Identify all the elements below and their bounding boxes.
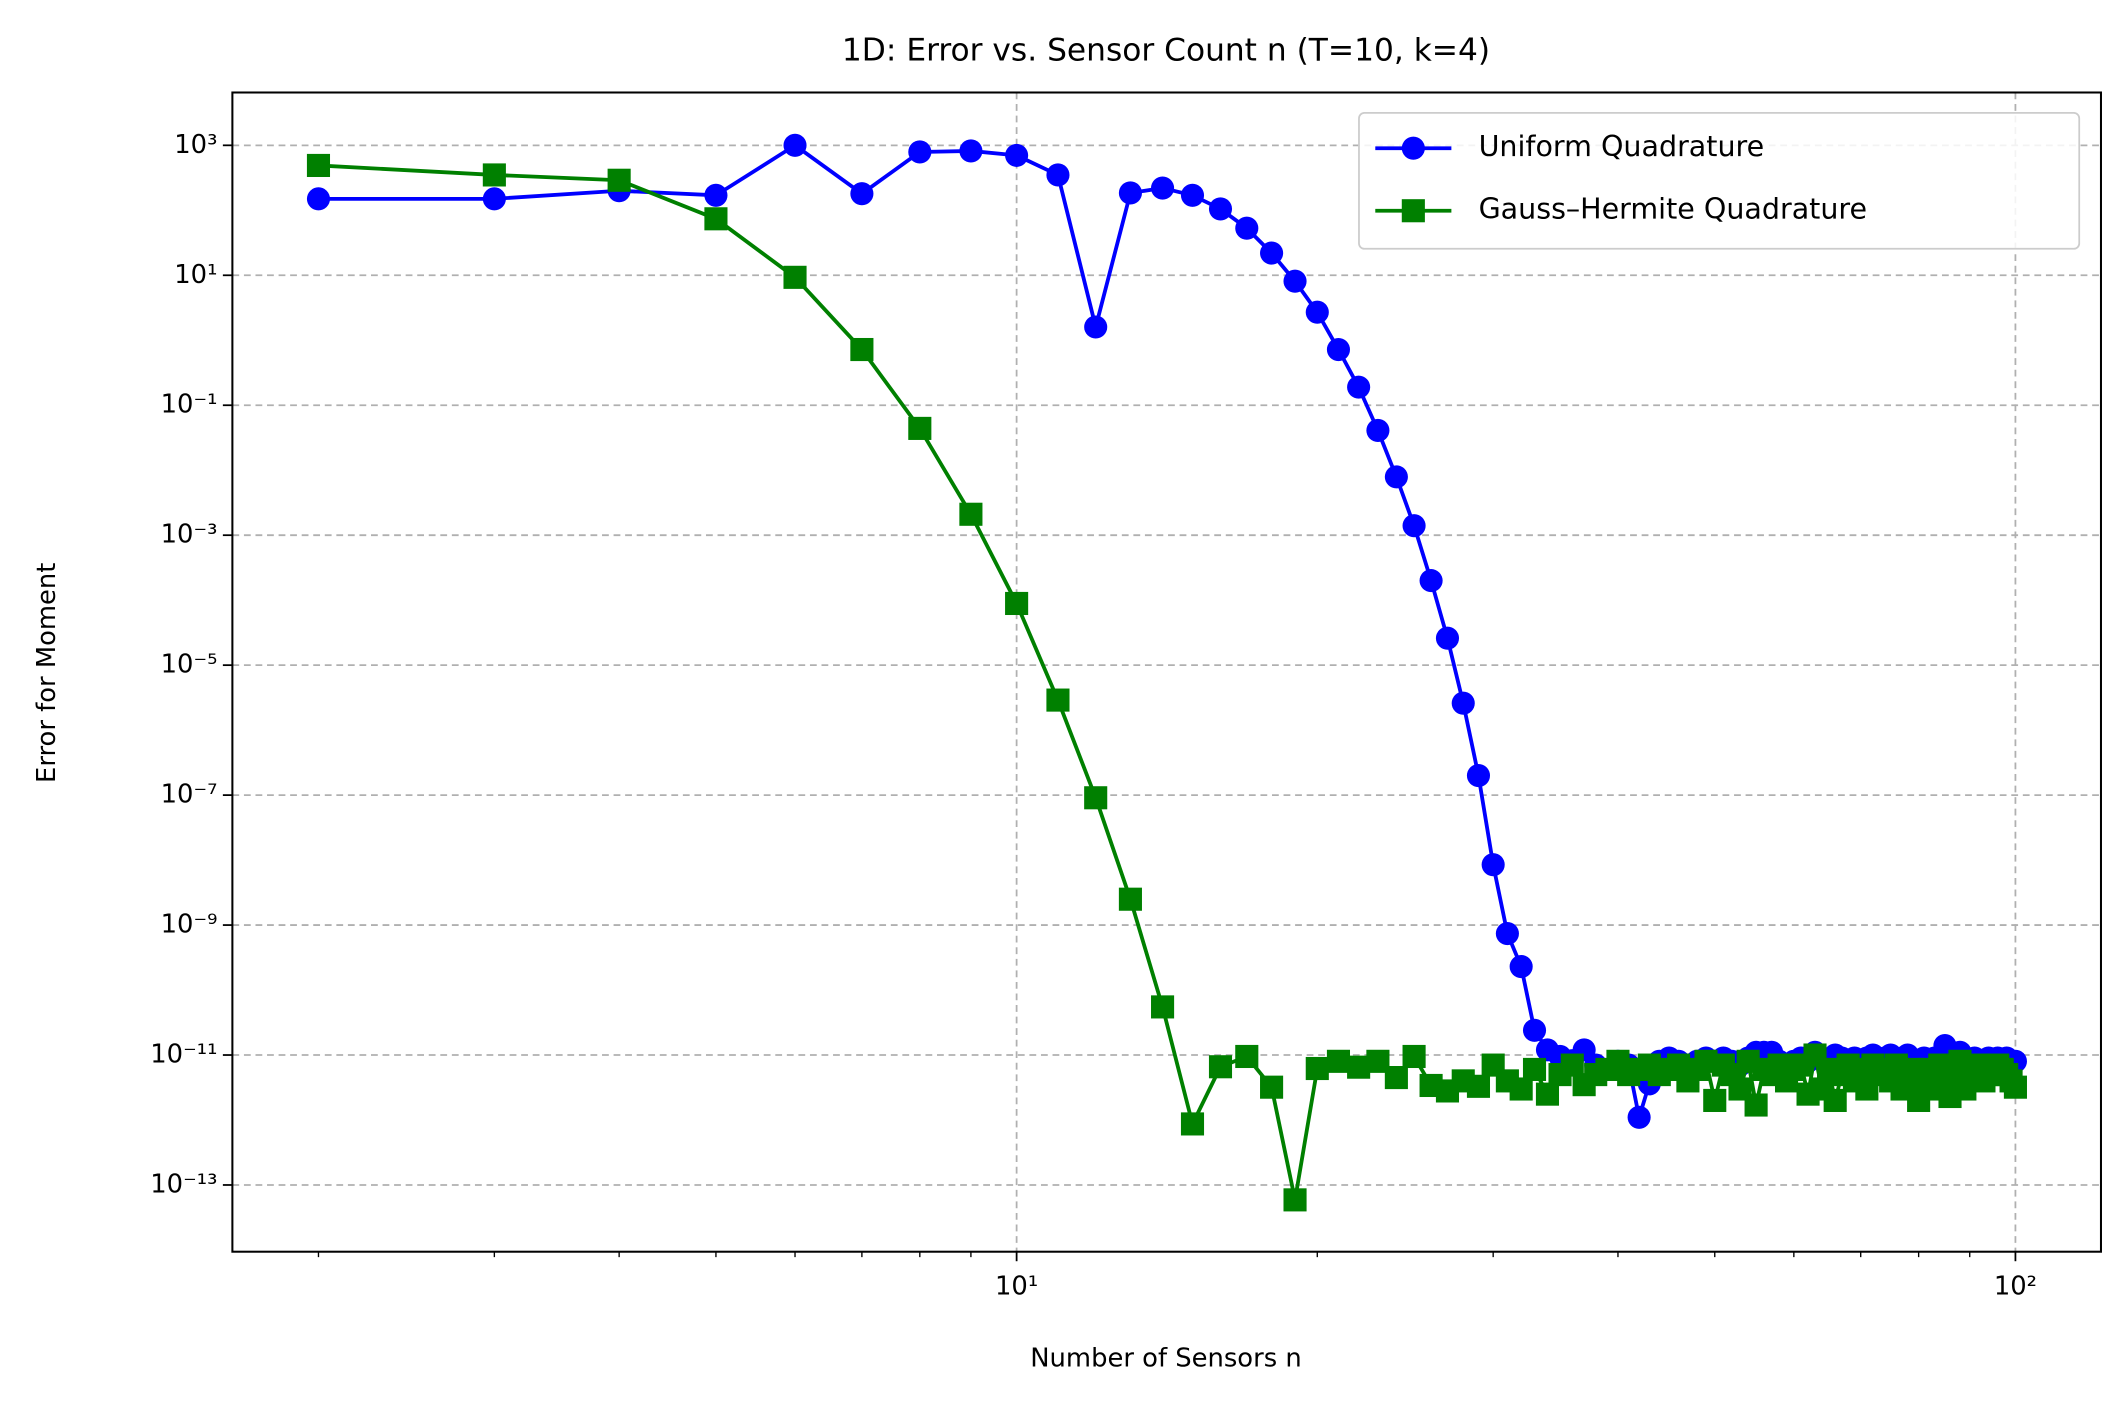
data-point (1260, 1075, 1284, 1099)
data-point (482, 163, 506, 187)
data-point (1402, 514, 1426, 538)
data-point (1627, 1105, 1651, 1129)
data-point (1235, 1044, 1259, 1069)
x-tick-label: 10² (1994, 1272, 2037, 1302)
plot-frame (231, 91, 2102, 1253)
data-point (1151, 176, 1175, 200)
data-point (1046, 163, 1070, 187)
data-point (1005, 143, 1029, 167)
data-point (1118, 887, 1142, 911)
data-point (1509, 1077, 1533, 1101)
y-tick-label: 10³ (174, 130, 217, 160)
data-point (1509, 954, 1533, 979)
x-tick-label: 10¹ (995, 1272, 1038, 1302)
data-point (482, 187, 506, 211)
data-point (908, 140, 932, 164)
series-line (318, 143, 2016, 1120)
data-point (1326, 337, 1351, 362)
data-point (1481, 853, 1505, 877)
data-point (1305, 300, 1329, 324)
data-point (1703, 1088, 1727, 1112)
data-point (1466, 763, 1491, 788)
data-point (850, 337, 874, 362)
y-axis-label: Error for Moment (32, 563, 62, 783)
data-point (1326, 1049, 1351, 1073)
x-axis-label: Number of Sensors n (1030, 1344, 1301, 1374)
data-point (1366, 1049, 1390, 1073)
data-point (1435, 626, 1460, 650)
data-point (1384, 1066, 1408, 1090)
data-point (2003, 1075, 2027, 1099)
data-point (1046, 688, 1070, 712)
data-point (1084, 315, 1108, 339)
data-point (1419, 569, 1443, 593)
legend-box (1358, 112, 2081, 250)
data-point (1495, 922, 1519, 946)
data-point (607, 168, 631, 192)
data-point (1208, 197, 1233, 221)
data-point (1384, 465, 1408, 489)
data-point (1283, 269, 1307, 293)
data-point (908, 416, 932, 440)
data-point (306, 187, 331, 211)
data-point (1451, 691, 1475, 715)
legend-label: Gauss–Hermite Quadrature (1479, 193, 1868, 226)
data-point (1347, 375, 1371, 399)
data-point (783, 133, 807, 157)
legend-marker (1401, 136, 1425, 160)
data-point (850, 182, 874, 206)
data-point (1694, 1049, 1718, 1073)
y-tick-label: 10⁻³ (161, 520, 218, 550)
data-point (1522, 1057, 1547, 1081)
data-point (1535, 1082, 1560, 1106)
y-tick-label: 10⁻¹ (161, 390, 218, 420)
y-tick-label: 10⁻⁵ (161, 650, 218, 680)
chart-title: 1D: Error vs. Sensor Count n (T=10, k=4) (842, 33, 1490, 69)
data-point (1235, 216, 1259, 240)
data-point (1118, 181, 1142, 205)
data-point (704, 183, 728, 207)
data-point (1366, 418, 1390, 442)
legend-marker (1401, 199, 1425, 223)
y-tick-label: 10⁻¹³ (150, 1169, 217, 1199)
data-point (306, 153, 331, 178)
data-point (1402, 1044, 1426, 1069)
plot-area (306, 133, 2027, 1212)
y-tick-label: 10⁻⁷ (161, 780, 218, 810)
data-point (1347, 1055, 1371, 1079)
y-tick-label: 10⁻¹¹ (150, 1040, 217, 1070)
legend-label: Uniform Quadrature (1479, 130, 1765, 163)
data-point (1283, 1188, 1307, 1212)
data-point (1005, 591, 1029, 616)
data-point (1084, 786, 1108, 810)
data-point (959, 502, 983, 526)
data-point (959, 139, 983, 163)
y-tick-label: 10¹ (174, 260, 217, 290)
data-point (1260, 241, 1284, 265)
data-point (704, 207, 728, 231)
data-point (1744, 1093, 1768, 1117)
data-point (1560, 1053, 1584, 1077)
data-point (1305, 1056, 1329, 1081)
data-point (783, 265, 807, 289)
data-point (1208, 1055, 1233, 1079)
y-tick-label: 10⁻⁹ (161, 910, 218, 940)
data-point (1466, 1074, 1491, 1098)
data-point (1522, 1018, 1547, 1042)
data-point (1823, 1088, 1847, 1112)
data-point (1151, 995, 1175, 1019)
data-point (1180, 183, 1205, 207)
data-point (1180, 1112, 1205, 1136)
